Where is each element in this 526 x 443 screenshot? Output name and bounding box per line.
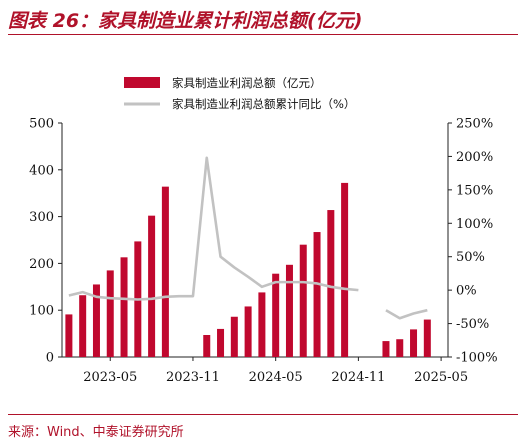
right-tick-label: 250% [456,117,493,132]
x-tick-label: 2024-11 [331,370,385,385]
left-tick-label: 500 [29,117,54,132]
left-tick-label: 200 [29,257,54,272]
bar [396,339,404,357]
legend-bar-swatch [124,77,160,88]
bar [120,257,128,357]
bar [258,292,266,357]
bar [65,314,73,357]
bar [423,319,431,357]
bar [92,284,100,357]
bar [410,329,418,357]
bar [285,264,293,357]
left-tick-label: 400 [29,163,54,178]
yoy-line-segment [385,308,428,320]
bar [382,341,390,357]
chart: 0 100 200 300 400 500 -100% -50% 0% 50% 100% 150% 20… [29,76,498,385]
bar [341,182,349,357]
right-tick-label: 100% [456,217,493,232]
bar [299,244,307,357]
x-tick-label: 2024-05 [249,370,303,385]
bar [106,270,114,357]
title-divider [8,34,518,35]
left-tick-label: 300 [29,210,54,225]
bar [230,316,238,357]
chart-title: 图表 26：家具制造业累计利润总额(亿元) [8,10,363,32]
bar [272,273,280,357]
right-tick-label: 50% [456,250,485,265]
yoy-line-segment [68,156,359,301]
bar [203,335,211,357]
left-tick-label: 0 [46,351,54,366]
source-divider [8,414,518,415]
bar [244,306,252,357]
right-tick-label: -100% [456,351,498,366]
bar [313,232,321,357]
x-tick-label: 2025-05 [414,370,468,385]
legend-line-label: 家具制造业利润总额累计同比（%） [172,97,355,111]
right-tick-label: -50% [456,317,489,332]
x-tick-label: 2023-05 [83,370,137,385]
bar [327,210,335,357]
bar [148,215,156,357]
legend-bar-label: 家具制造业利润总额（亿元） [172,76,322,90]
bar [217,328,225,357]
left-tick-label: 100 [29,304,54,319]
right-tick-label: 200% [456,150,493,165]
bar [79,295,87,357]
right-tick-label: 150% [456,183,493,198]
source-note: 来源：Wind、中泰证券研究所 [8,425,184,440]
x-tick-label: 2023-11 [166,370,220,385]
right-tick-label: 0% [456,284,477,299]
bar [161,186,169,357]
